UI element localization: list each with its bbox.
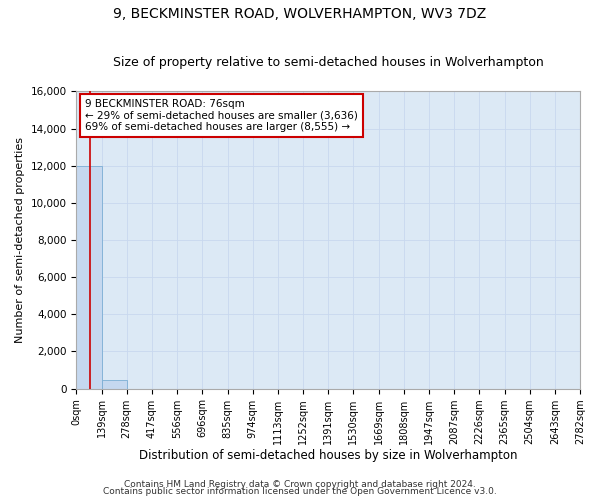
Text: Contains HM Land Registry data © Crown copyright and database right 2024.: Contains HM Land Registry data © Crown c…	[124, 480, 476, 489]
Bar	[76, 166, 101, 388]
Text: 9, BECKMINSTER ROAD, WOLVERHAMPTON, WV3 7DZ: 9, BECKMINSTER ROAD, WOLVERHAMPTON, WV3 …	[113, 8, 487, 22]
Title: Size of property relative to semi-detached houses in Wolverhampton: Size of property relative to semi-detach…	[113, 56, 544, 70]
Y-axis label: Number of semi-detached properties: Number of semi-detached properties	[15, 137, 25, 343]
Text: 9 BECKMINSTER ROAD: 76sqm
← 29% of semi-detached houses are smaller (3,636)
69% : 9 BECKMINSTER ROAD: 76sqm ← 29% of semi-…	[85, 99, 358, 132]
Text: Contains public sector information licensed under the Open Government Licence v3: Contains public sector information licen…	[103, 487, 497, 496]
Bar	[101, 380, 127, 388]
X-axis label: Distribution of semi-detached houses by size in Wolverhampton: Distribution of semi-detached houses by …	[139, 450, 517, 462]
